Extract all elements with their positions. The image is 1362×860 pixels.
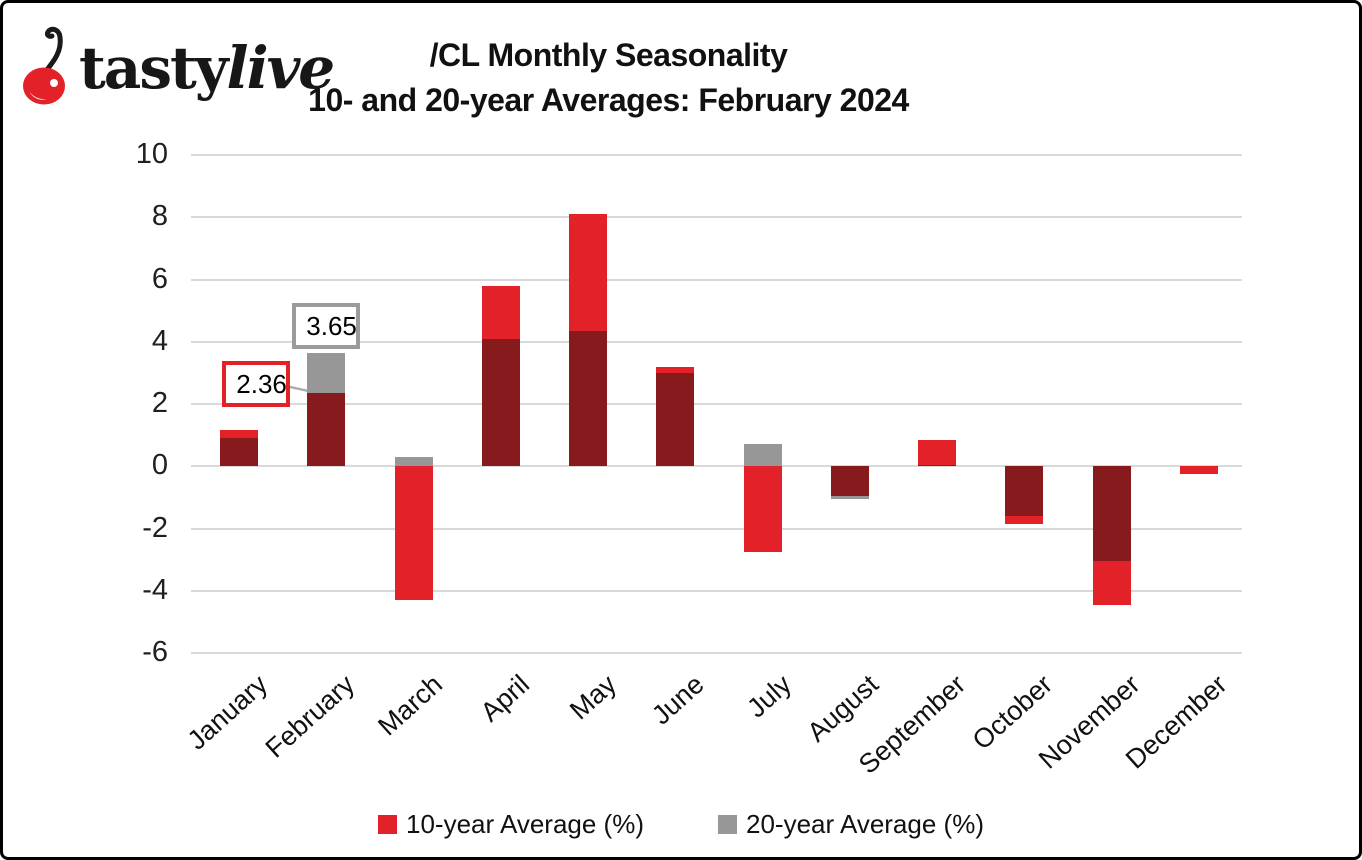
gridline-8 (191, 216, 1242, 219)
legend-swatch-10yr-icon (378, 815, 398, 834)
x-tick-label-february: February (259, 669, 361, 764)
bar-december-10yr (1179, 466, 1218, 475)
brand-tasty: tasty (79, 34, 229, 102)
bar-february-overlap (307, 392, 346, 467)
bar-october-10yr (1005, 516, 1044, 524)
y-axis: 10 8 6 4 2 0 -2 -4 -6 (3, 138, 173, 668)
chart-subtitle: 10- and 20-year Averages: February 2024 (308, 82, 909, 118)
x-tick-label-august: August (801, 669, 884, 748)
bar-july-10yr (743, 466, 782, 552)
x-axis: January February March April May June July Augu… (182, 653, 1242, 813)
bar-january-overlap (220, 438, 258, 467)
legend: 10-year Average (%) 20-year Average (%) (3, 809, 1359, 840)
bar-november-overlap (1092, 466, 1131, 562)
gridline--4 (191, 589, 1242, 592)
bar-may-overlap (569, 330, 608, 467)
gridline-10 (191, 154, 1242, 156)
y-tick-label-2: 2 (151, 387, 168, 419)
x-tick-label-march: March (371, 669, 448, 742)
legend-item-10yr: 10-year Average (%) (378, 809, 644, 840)
chart-title-block: /CL Monthly Seasonality 10- and 20-year … (3, 33, 1359, 123)
y-tick-label-10: 10 (135, 138, 168, 170)
gridline--2 (191, 527, 1242, 530)
x-tick-label-april: April (474, 669, 535, 728)
bar-july-20yr (743, 444, 782, 467)
callout-feb-10yr: 2.36 (222, 360, 291, 407)
y-tick-label--6: -6 (142, 636, 168, 668)
y-tick-label-4: 4 (151, 324, 168, 357)
bar-may-10yr (569, 214, 608, 331)
y-tick-label-6: 6 (151, 262, 168, 295)
legend-label-10yr: 10-year Average (%) (406, 809, 644, 839)
bar-april-overlap (481, 338, 520, 467)
chart-title: /CL Monthly Seasonality (429, 37, 788, 73)
brand-wordmark: tastylive (79, 39, 335, 97)
y-tick-label--2: -2 (142, 511, 168, 544)
cherry-icon (21, 25, 75, 111)
y-tick-label--4: -4 (142, 573, 168, 606)
bar-september-10yr (918, 439, 957, 465)
bar-march-20yr (394, 456, 433, 467)
legend-label-20yr: 20-year Average (%) (746, 809, 984, 839)
gridline--6 (191, 652, 1242, 654)
bar-march-10yr (394, 466, 433, 601)
legend-item-20yr: 20-year Average (%) (718, 809, 984, 840)
x-tick-label-january: January (181, 669, 274, 756)
x-tick-label-july: July (740, 669, 797, 724)
bar-february-20yr (307, 352, 346, 393)
bar-june-10yr (656, 366, 695, 373)
bar-october-overlap (1005, 466, 1044, 517)
legend-swatch-20yr-icon (718, 815, 737, 834)
plot-area: 2.36 3.65 (191, 154, 1242, 654)
x-tick-label-june: June (645, 669, 710, 731)
gridline-0 (191, 465, 1242, 468)
bar-august-20yr (830, 495, 869, 499)
bar-november-10yr (1092, 561, 1131, 605)
y-tick-label-8: 8 (151, 200, 168, 233)
bar-august-overlap (830, 466, 869, 496)
bar-june-overlap (656, 372, 695, 467)
gridline-6 (191, 278, 1242, 281)
gridline-2 (191, 403, 1242, 405)
tastylive-logo: tastylive (21, 25, 335, 111)
bar-september-overlap (918, 464, 957, 467)
gridline-4 (191, 340, 1242, 343)
bar-january-10yr (220, 430, 258, 439)
y-tick-label-0: 0 (151, 449, 168, 482)
x-tick-label-may: May (564, 669, 623, 726)
bar-april-10yr (481, 285, 520, 339)
brand-live: live (226, 34, 336, 102)
callout-feb-20yr: 3.65 (292, 302, 361, 349)
